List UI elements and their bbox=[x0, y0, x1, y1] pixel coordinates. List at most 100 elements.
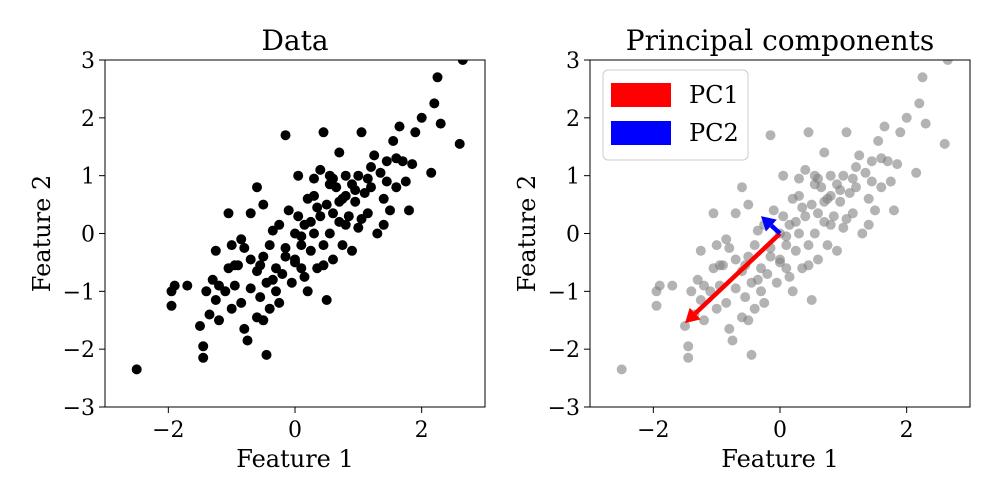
scatter-point bbox=[302, 286, 313, 297]
scatter-point bbox=[372, 228, 383, 239]
scatter-point bbox=[299, 271, 310, 282]
arrow-pc2 bbox=[761, 216, 782, 236]
scatter-point bbox=[730, 283, 741, 294]
scatter-point bbox=[429, 98, 440, 109]
scatter-point bbox=[765, 130, 776, 141]
scatter-point bbox=[781, 231, 792, 242]
scatter-point bbox=[315, 211, 326, 222]
scatter-point bbox=[404, 205, 414, 216]
scatter-point bbox=[309, 190, 319, 201]
scatter-point bbox=[838, 170, 849, 181]
scatter-point bbox=[340, 190, 351, 201]
scatter-point bbox=[737, 182, 747, 193]
scatter-point bbox=[166, 300, 177, 311]
scatter-point bbox=[245, 283, 256, 294]
scatter-point bbox=[746, 349, 757, 360]
scatter-point bbox=[844, 188, 855, 198]
scatter-point bbox=[198, 352, 209, 363]
x-tick-label: 2 bbox=[415, 418, 429, 443]
scatter-point bbox=[258, 199, 269, 210]
scatter-point bbox=[813, 208, 823, 219]
scatter-point bbox=[752, 225, 763, 236]
scatter-point bbox=[654, 280, 665, 291]
scatter-point bbox=[775, 254, 785, 265]
y-tick-label: −2 bbox=[548, 338, 580, 363]
scatter-point bbox=[252, 182, 262, 193]
scatter-point bbox=[765, 251, 776, 262]
scatter-point bbox=[794, 228, 804, 239]
scatter-point bbox=[204, 309, 215, 320]
scatter-point bbox=[277, 269, 288, 279]
scatter-point bbox=[271, 286, 281, 297]
scatter-point bbox=[813, 254, 823, 265]
scatter-point bbox=[835, 196, 846, 207]
scatter-point bbox=[860, 167, 871, 178]
scatter-point bbox=[803, 240, 814, 251]
scatter-point bbox=[778, 170, 789, 181]
scatter-point bbox=[309, 173, 319, 184]
scatter-point bbox=[781, 240, 792, 251]
scatter-point bbox=[198, 341, 209, 352]
scatter-point bbox=[863, 193, 874, 204]
scatter-point bbox=[851, 162, 861, 172]
scatter-point bbox=[362, 173, 373, 184]
scatter-point bbox=[229, 260, 240, 271]
scatter-point bbox=[876, 153, 887, 164]
scatter-point bbox=[201, 286, 212, 297]
y-tick-label: −3 bbox=[548, 396, 580, 421]
scatter-point bbox=[790, 245, 801, 256]
scatter-point bbox=[312, 202, 323, 213]
scatter-point bbox=[318, 127, 329, 138]
scatter-point bbox=[400, 176, 411, 187]
legend-label-pc2: PC2 bbox=[689, 119, 739, 147]
x-tick-label: −2 bbox=[637, 418, 669, 443]
scatter-point bbox=[797, 202, 808, 213]
scatter-point bbox=[721, 297, 732, 308]
scatter-point bbox=[819, 147, 830, 158]
scatter-point bbox=[210, 245, 221, 256]
scatter-point bbox=[768, 205, 779, 216]
scatter-point bbox=[759, 297, 770, 308]
scatter-point bbox=[366, 182, 376, 193]
scatter-point bbox=[293, 170, 304, 181]
scatter-point bbox=[794, 190, 804, 201]
scatter-point bbox=[847, 173, 858, 184]
scatter-point bbox=[334, 147, 345, 158]
scatter-point bbox=[261, 349, 272, 360]
scatter-point bbox=[892, 159, 903, 170]
y-tick-label: −3 bbox=[63, 396, 95, 421]
scatter-point bbox=[220, 286, 231, 297]
scatter-point bbox=[695, 295, 706, 305]
arrow-head bbox=[685, 307, 701, 324]
scatter-point bbox=[832, 245, 842, 256]
scatter-point bbox=[207, 274, 218, 285]
scatter-point bbox=[695, 245, 706, 256]
scatter-point bbox=[267, 225, 278, 236]
y-tick-label: 2 bbox=[566, 107, 580, 132]
scatter-point bbox=[790, 216, 801, 227]
scatter-point bbox=[245, 208, 256, 219]
x-tick-label: 0 bbox=[773, 418, 787, 443]
scatter-points bbox=[616, 60, 953, 375]
arrow-head bbox=[761, 216, 777, 232]
scatter-point bbox=[305, 245, 316, 256]
scatter-point bbox=[280, 130, 291, 141]
scatter-point bbox=[740, 292, 751, 303]
scatter-point bbox=[353, 222, 364, 233]
scatter-point bbox=[866, 176, 877, 187]
scatter-point bbox=[749, 303, 760, 314]
scatter-point bbox=[274, 219, 285, 230]
scatter-point bbox=[255, 260, 266, 271]
scatter-point bbox=[264, 303, 275, 314]
scatter-point bbox=[809, 228, 820, 239]
arrow-pc1 bbox=[685, 231, 782, 324]
scatter-point bbox=[356, 214, 367, 224]
scatter-point bbox=[359, 188, 370, 198]
chart-title: Data bbox=[261, 24, 328, 57]
scatter-point bbox=[378, 219, 389, 230]
scatter-point bbox=[195, 321, 205, 331]
scatter-point bbox=[803, 127, 814, 138]
scatter-point bbox=[724, 323, 735, 334]
x-tick-label: 0 bbox=[288, 418, 302, 443]
scatter-point bbox=[743, 315, 754, 326]
